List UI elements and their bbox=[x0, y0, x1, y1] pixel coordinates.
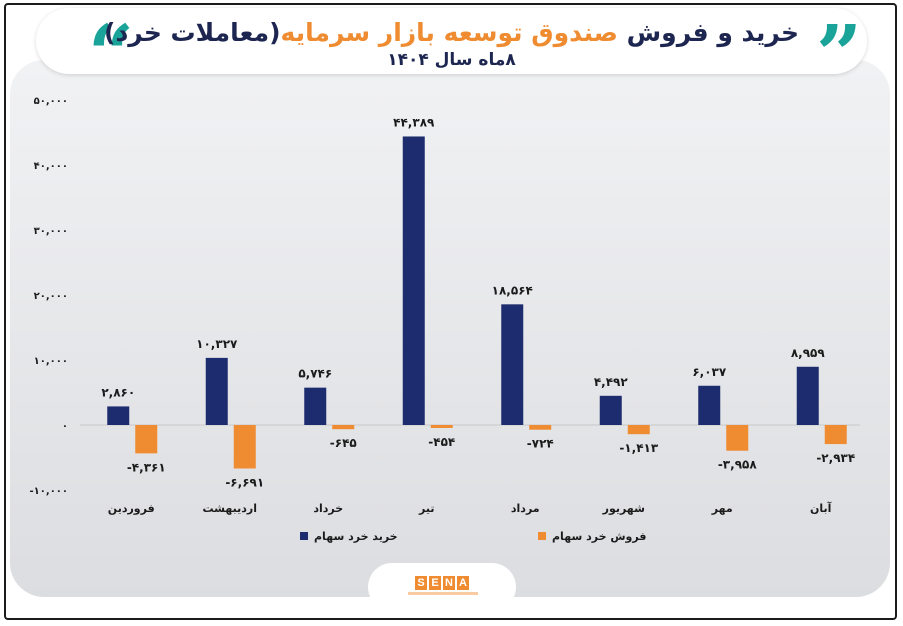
sell-bar bbox=[332, 425, 355, 430]
y-tick-label: ۴۰,۰۰۰ bbox=[34, 161, 68, 172]
y-tick-label: ۲۰,۰۰۰ bbox=[34, 291, 68, 302]
buy-bar bbox=[304, 387, 327, 425]
sell-bar bbox=[233, 425, 256, 469]
title-card: “ ” خرید و فروش صندوق توسعه بازار سرمایه… bbox=[36, 8, 867, 94]
x-tick-label: تیر bbox=[418, 502, 434, 515]
x-axis: فروردین اردیبهشت خرداد تیر مرداد شهریور مهر آبا… bbox=[108, 501, 832, 515]
logo-letter: E bbox=[429, 576, 441, 590]
y-tick-label: ۳۰,۰۰۰ bbox=[34, 226, 68, 237]
buy-bar bbox=[205, 357, 228, 425]
buy-data-label: ۸,۹۵۹ bbox=[791, 346, 826, 360]
sell-bar bbox=[430, 425, 453, 428]
sell-data-label: -۲,۹۳۴ bbox=[816, 451, 855, 465]
title-part2: (معاملات خرد) bbox=[104, 18, 281, 47]
legend-swatch-sell bbox=[538, 532, 546, 540]
x-tick-label: فروردین bbox=[108, 502, 155, 515]
y-tick-label: ۱۰,۰۰۰ bbox=[34, 356, 68, 367]
sena-logo-card: S E N A bbox=[368, 563, 516, 611]
buy-data-label: ۴۴,۳۸۹ bbox=[393, 115, 435, 129]
sell-data-label: -۷۲۴ bbox=[527, 437, 554, 451]
logo-letter: N bbox=[443, 576, 455, 590]
x-tick-label: شهریور bbox=[602, 502, 645, 515]
buy-bar bbox=[501, 304, 524, 425]
x-tick-label: آبان bbox=[810, 501, 832, 515]
x-tick-label: مرداد bbox=[511, 502, 540, 515]
y-tick-label: ۵۰,۰۰۰ bbox=[34, 96, 68, 107]
sell-data-label: -۶۴۵ bbox=[330, 436, 357, 450]
sell-bar bbox=[824, 425, 847, 445]
buy-data-label: ۱۸,۵۶۴ bbox=[492, 283, 533, 297]
sell-data-label: -۴,۳۶۱ bbox=[127, 460, 166, 474]
y-tick-label: -۱۰,۰۰۰ bbox=[30, 486, 68, 497]
legend-label-buy: خرید خرد سهام bbox=[314, 530, 398, 543]
buy-bar bbox=[402, 136, 425, 425]
sell-data-label: -۴۵۴ bbox=[428, 435, 455, 449]
quote-open-icon: “ bbox=[88, 7, 135, 101]
title-accent: صندوق توسعه بازار سرمایه bbox=[280, 18, 618, 47]
logo-tagline-mark bbox=[408, 592, 478, 595]
sell-bar bbox=[135, 425, 158, 454]
chart-panel bbox=[10, 60, 890, 597]
buy-data-label: ۱۰,۳۲۷ bbox=[196, 337, 238, 351]
sell-data-label: -۶,۶۹۱ bbox=[225, 475, 264, 489]
sell-data-label: -۳,۹۵۸ bbox=[718, 458, 758, 472]
legend-label-sell: فروش خرد سهام bbox=[552, 530, 646, 543]
buy-bar bbox=[599, 395, 622, 425]
sell-bar bbox=[529, 425, 552, 430]
title-part1: خرید و فروش bbox=[617, 18, 799, 47]
buy-bar bbox=[698, 385, 721, 425]
bars-group: ۲,۸۶۰ -۴,۳۶۱ ۱۰,۳۲۷ -۶,۶۹۱ ۵,۷۴۶ -۶۴۵ ۴۴,۳۸۹ -۴… bbox=[101, 115, 855, 489]
buy-bar bbox=[796, 366, 819, 425]
buy-bar bbox=[107, 406, 130, 425]
sell-data-label: -۱,۴۱۳ bbox=[619, 441, 659, 455]
quote-close-icon: ” bbox=[816, 7, 863, 101]
legend: خرید خرد سهام فروش خرد سهام bbox=[300, 530, 646, 543]
y-axis: ۵۰,۰۰۰ ۴۰,۰۰۰ ۳۰,۰۰۰ ۲۰,۰۰۰ ۱۰,۰۰۰ ۰ -۱۰,۰۰۰ bbox=[30, 96, 68, 497]
x-tick-label: مهر bbox=[711, 502, 733, 515]
buy-data-label: ۵,۷۴۶ bbox=[298, 367, 332, 381]
legend-swatch-buy bbox=[300, 532, 308, 540]
x-tick-label: خرداد bbox=[313, 502, 343, 515]
chart-title: خرید و فروش صندوق توسعه بازار سرمایه(معا… bbox=[36, 18, 867, 47]
x-tick-label: اردیبهشت bbox=[203, 502, 257, 515]
sena-logo: S E N A bbox=[415, 576, 469, 590]
sell-bar bbox=[627, 425, 650, 435]
buy-data-label: ۴,۴۹۲ bbox=[594, 375, 629, 389]
logo-letter: A bbox=[457, 576, 469, 590]
buy-data-label: ۲,۸۶۰ bbox=[101, 385, 135, 399]
chart-subtitle: ۸ماه سال ۱۴۰۴ bbox=[387, 50, 516, 70]
logo-letter: S bbox=[415, 576, 427, 590]
sell-bar bbox=[726, 425, 749, 451]
y-tick-label: ۰ bbox=[62, 421, 68, 432]
buy-data-label: ۶,۰۳۷ bbox=[692, 365, 727, 379]
